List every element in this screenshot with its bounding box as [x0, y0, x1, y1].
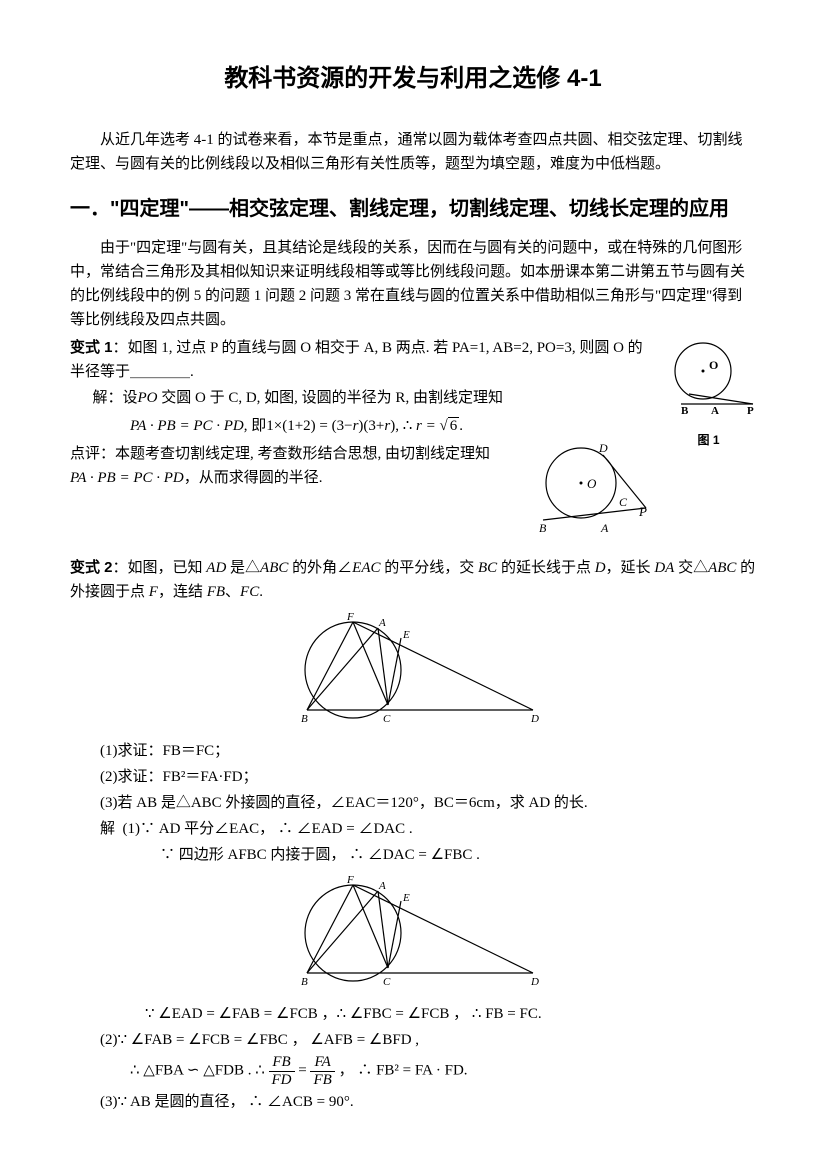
variation-2: 变式 2：如图，已知 AD 是△ABC 的外角∠EAC 的平分线，交 BC 的延… [70, 556, 756, 604]
solution-1a: 解 (1)∵ AD 平分∠EAC， ∴ ∠EAD = ∠DAC . [100, 817, 756, 841]
section-1-heading: 一．"四定理"——相交弦定理、割线定理，切割线定理、切线长定理的应用 [70, 190, 756, 228]
svg-text:A: A [600, 521, 609, 535]
figure-3-svg: F A E B C D [283, 610, 543, 725]
question-3: (3)若 AB 是△ABC 外接圆的直径，∠EAC＝120°，BC＝6cm，求 … [100, 791, 756, 815]
question-2: (2)求证：FB²＝FA·FD； [100, 765, 756, 789]
var1-sol-text: 交圆 O 于 C, D, 如图, 设圆的半径为 R, 由割线定理知 [158, 390, 503, 406]
figure-1-caption: 图 1 [661, 431, 756, 450]
page-title: 教科书资源的开发与利用之选修 4-1 [70, 60, 756, 98]
svg-text:B: B [539, 521, 547, 535]
svg-text:A: A [378, 880, 386, 892]
svg-text:E: E [402, 629, 410, 641]
svg-text:C: C [383, 713, 391, 725]
svg-text:B: B [301, 976, 308, 988]
svg-text:O: O [587, 476, 597, 491]
var1-sol-lead: 解：设 [93, 390, 138, 406]
svg-text:P: P [747, 405, 754, 417]
question-1: (1)求证：FB＝FC； [100, 739, 756, 763]
solution-3: (3)∵ AB 是圆的直径， ∴ ∠ACB = 90°. [100, 1090, 756, 1114]
svg-text:A: A [378, 617, 386, 629]
figure-4-svg: F A E B C D [283, 873, 543, 988]
solution-1b: ∵ 四边形 AFBC 内接于圆， ∴ ∠DAC = ∠FBC . [160, 843, 756, 867]
section-1-para: 由于"四定理"与圆有关，且其结论是线段的关系，因而在与圆有关的问题中，或在特殊的… [70, 236, 756, 332]
figure-2-wrap: O D B A C P [531, 438, 651, 546]
figure-1-wrap: O B A P 图 1 [661, 336, 756, 450]
svg-text:F: F [346, 874, 354, 886]
svg-text:C: C [619, 495, 628, 509]
svg-text:B: B [301, 713, 308, 725]
svg-text:F: F [346, 611, 354, 623]
figure-1-svg: O B A P [661, 336, 756, 421]
variation-1-label: 变式 1 [70, 339, 113, 356]
figure-4-wrap: F A E B C D [70, 873, 756, 996]
figure-3-wrap: F A E B C D [70, 610, 756, 733]
svg-text:A: A [711, 405, 719, 417]
figure-2-svg: O D B A C P [531, 438, 651, 538]
svg-text:D: D [598, 441, 608, 455]
svg-text:O: O [709, 358, 718, 372]
intro-paragraph: 从近几年选考 4-1 的试卷来看，本节是重点，通常以圆为载体考查四点共圆、相交弦… [70, 128, 756, 176]
var1-sol-PO: PO [138, 390, 158, 406]
variation-1: 变式 1：如图 1, 过点 P 的直线与圆 O 相交于 A, B 两点. 若 P… [70, 336, 756, 384]
var1-comment-tail: ，从而求得圆的半径. [184, 470, 323, 486]
var1-comment-formula: PA · PB = PC · PD [70, 470, 184, 486]
svg-text:E: E [402, 892, 410, 904]
variation-2-label: 变式 2 [70, 559, 113, 576]
svg-text:P: P [638, 504, 647, 519]
svg-text:D: D [530, 976, 539, 988]
variation-1-solution-line: 解：设PO 交圆 O 于 C, D, 如图, 设圆的半径为 R, 由割线定理知 [70, 386, 756, 410]
variation-1-comment: 点评：本题考查切割线定理, 考查数形结合思想, 由切割线定理知 PA · PB … [70, 442, 756, 490]
variation-1-text: ：如图 1, 过点 P 的直线与圆 O 相交于 A, B 两点. 若 PA=1,… [70, 340, 643, 380]
svg-text:B: B [681, 405, 689, 417]
solution-1c: ∵ ∠EAD = ∠FAB = ∠FCB ，∴ ∠FBC = ∠FCB ， ∴ … [145, 1002, 756, 1026]
var1-comment-lead: 点评：本题考查切割线定理, 考查数形结合思想, 由切割线定理知 [70, 446, 490, 462]
svg-text:D: D [530, 713, 539, 725]
solution-2a: (2)∵ ∠FAB = ∠FCB = ∠FBC ， ∠AFB = ∠BFD , [100, 1028, 756, 1052]
solution-2b: ∴ △FBA ∽ △FDB . ∴ FBFD = FAFB ， ∴ FB² = … [130, 1054, 756, 1088]
svg-text:C: C [383, 976, 391, 988]
